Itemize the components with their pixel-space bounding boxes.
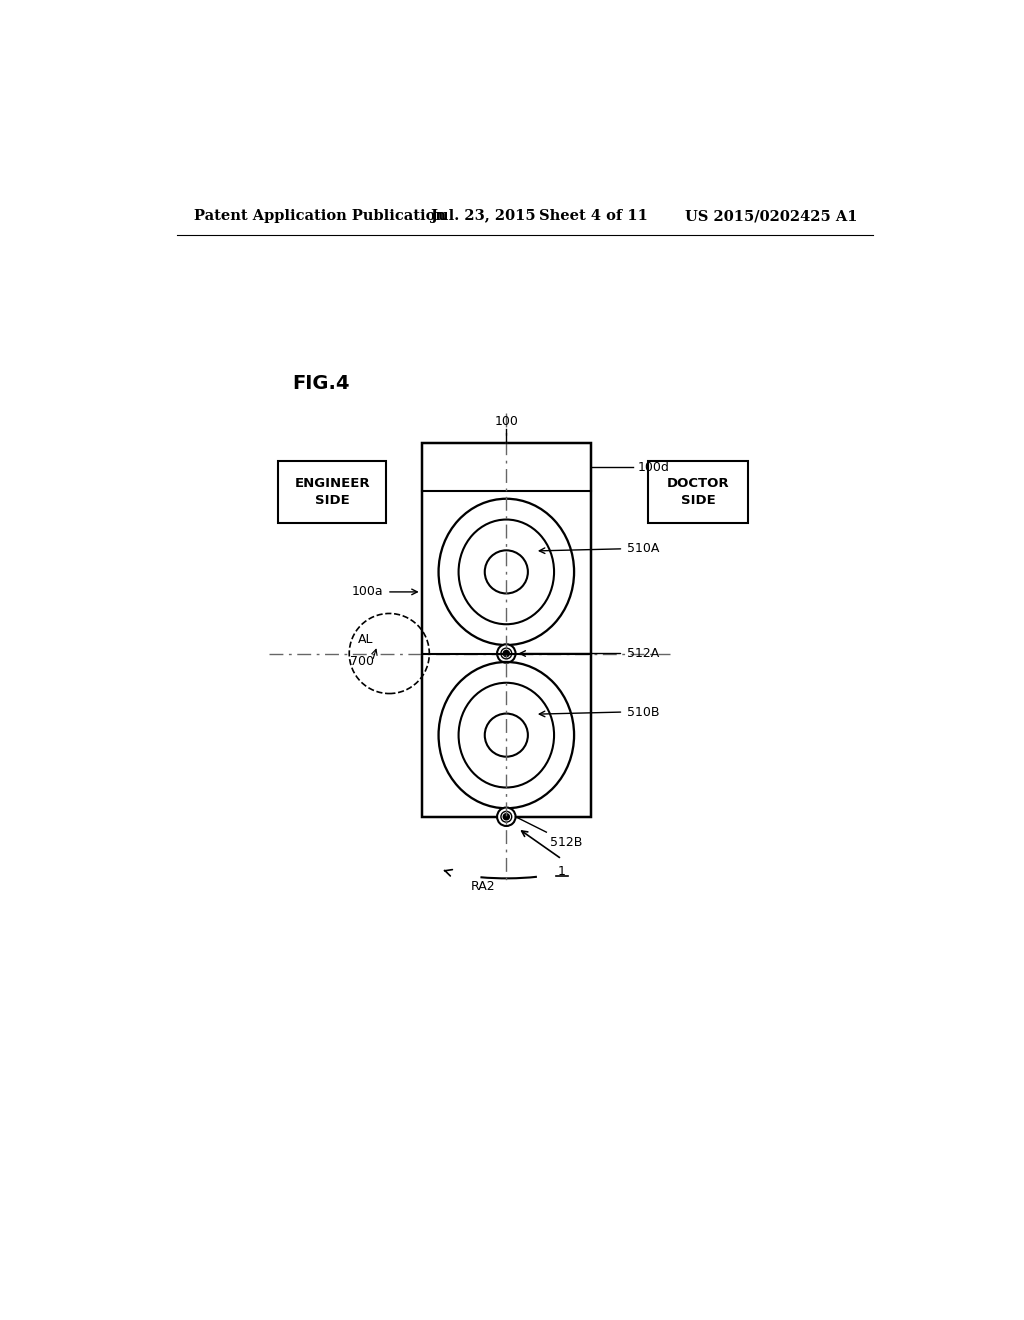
Circle shape [497,644,515,663]
Text: Patent Application Publication: Patent Application Publication [194,209,445,223]
Text: 512B: 512B [550,836,583,849]
Text: Sheet 4 of 11: Sheet 4 of 11 [539,209,647,223]
Text: FIG.4: FIG.4 [292,374,350,393]
Text: US 2015/0202425 A1: US 2015/0202425 A1 [685,209,857,223]
Text: Jul. 23, 2015: Jul. 23, 2015 [431,209,536,223]
Bar [648,461,749,523]
Text: RA2: RA2 [471,879,496,892]
Text: DOCTOR
SIDE: DOCTOR SIDE [667,477,729,507]
Circle shape [497,808,515,826]
Text: 100a: 100a [351,585,383,598]
Text: ENGINEER
SIDE: ENGINEER SIDE [295,477,370,507]
Text: 100d: 100d [637,461,669,474]
Bar [279,461,386,523]
Text: 510B: 510B [628,705,659,718]
Text: 1: 1 [558,866,565,878]
Bar [422,444,591,817]
Text: 512A: 512A [628,647,659,660]
Text: AL: AL [358,634,374,647]
Text: 700: 700 [350,655,374,668]
Text: 100: 100 [495,416,518,428]
Circle shape [503,813,509,820]
Circle shape [503,651,509,656]
Text: 510A: 510A [628,543,659,556]
